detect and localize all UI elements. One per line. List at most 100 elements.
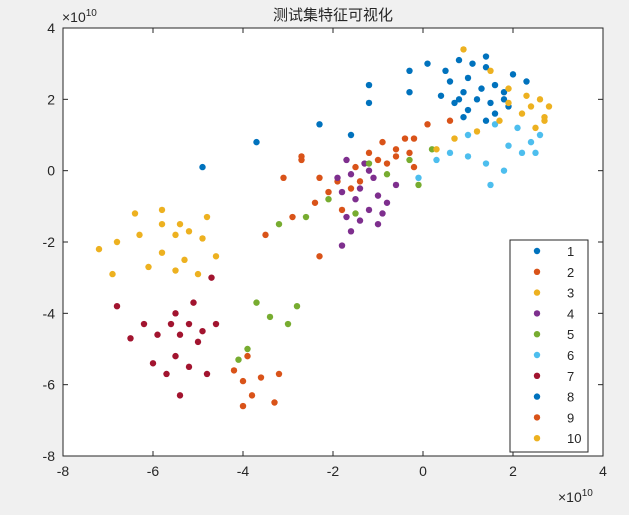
scatter-point <box>212 320 220 328</box>
legend-label: 8 <box>567 390 574 405</box>
scatter-point <box>532 124 539 132</box>
scatter-point <box>248 392 256 399</box>
x-tick-label: 4 <box>599 463 607 479</box>
scatter-point <box>365 206 373 214</box>
scatter-point <box>194 270 202 278</box>
legend-label: 9 <box>567 410 574 425</box>
scatter-point <box>176 331 184 338</box>
x-tick-label: 0 <box>419 463 427 479</box>
scatter-point <box>275 220 283 228</box>
scatter-point <box>406 89 413 96</box>
legend-marker <box>533 393 541 400</box>
scatter-point <box>172 310 179 317</box>
scatter-point <box>352 196 359 203</box>
x-tick-label: -6 <box>147 463 160 479</box>
scatter-point <box>140 320 148 328</box>
scatter-point <box>262 231 269 239</box>
scatter-point <box>212 253 220 260</box>
scatter-point <box>482 53 490 60</box>
scatter-point <box>464 153 472 160</box>
y-exponent-power: 10 <box>86 8 98 19</box>
scatter-point <box>113 238 121 246</box>
scatter-point <box>523 92 530 99</box>
scatter-point <box>464 106 472 114</box>
legend-label: 2 <box>567 265 574 280</box>
scatter-point <box>428 146 436 153</box>
series-1 <box>437 56 517 124</box>
scatter-point <box>172 231 179 239</box>
scatter-point <box>244 345 251 353</box>
scatter-point <box>149 360 157 367</box>
legend-box <box>509 239 589 453</box>
scatter-point <box>316 253 323 260</box>
scatter-point <box>185 228 193 235</box>
scatter-point <box>136 231 143 239</box>
scatter-point <box>401 135 409 142</box>
scatter-point <box>541 113 548 121</box>
scatter-point <box>374 220 382 228</box>
x-exponent-power: 10 <box>582 488 594 499</box>
legend-label: 10 <box>567 431 581 446</box>
legend-marker <box>533 268 541 275</box>
scatter-point <box>208 274 215 281</box>
scatter-point <box>437 92 445 99</box>
scatter-point <box>176 392 184 399</box>
legend-marker <box>533 289 541 296</box>
legend-marker <box>533 351 541 359</box>
scatter-point <box>392 181 400 189</box>
scatter-point <box>464 131 472 139</box>
x-tick-label: -8 <box>57 463 70 479</box>
scatter-point <box>230 367 238 374</box>
scatter-point <box>181 256 188 264</box>
scatter-point <box>365 99 373 107</box>
scatter-point <box>469 60 476 67</box>
scatter-point <box>199 327 206 335</box>
legend-label: 7 <box>567 369 574 384</box>
scatter-point <box>410 163 418 171</box>
legend-marker <box>533 435 541 442</box>
legend-marker <box>533 372 541 379</box>
scatter-point <box>352 210 359 217</box>
scatter-point <box>536 96 544 103</box>
scatter-point <box>482 117 490 124</box>
legend-label: 3 <box>567 286 574 301</box>
scatter-point <box>235 356 242 363</box>
scatter-point <box>176 220 184 228</box>
scatter-point <box>509 71 517 78</box>
scatter-point <box>500 96 508 103</box>
scatter-point <box>496 117 503 124</box>
scatter-point <box>284 320 292 328</box>
scatter-point <box>464 74 472 82</box>
scatter-point <box>410 135 418 142</box>
scatter-point <box>365 167 373 174</box>
scatter-point <box>275 370 283 378</box>
y-exponent-base: ×10 <box>62 9 86 25</box>
scatter-point <box>379 138 386 146</box>
scatter-point <box>185 320 193 328</box>
scatter-point <box>199 235 206 242</box>
scatter-point <box>433 146 440 153</box>
y-axis-exponent: ×1010 <box>62 8 97 25</box>
legend-marker <box>533 331 541 338</box>
scatter-point <box>424 121 431 128</box>
scatter-point <box>505 85 512 92</box>
scatter-point <box>257 374 265 381</box>
x-tick-label: -4 <box>237 463 250 479</box>
scatter-point <box>131 210 139 217</box>
x-tick-label: 2 <box>509 463 517 479</box>
scatter-point <box>491 81 499 89</box>
scatter-point <box>172 267 179 274</box>
legend-label: 1 <box>567 244 574 259</box>
scatter-point <box>473 96 481 103</box>
series-9 <box>230 117 454 410</box>
scatter-point <box>505 99 512 107</box>
scatter-point <box>343 213 350 221</box>
x-axis-exponent: ×1010 <box>558 488 593 505</box>
scatter-point <box>451 135 458 142</box>
y-tick-label: -2 <box>43 234 56 250</box>
scatter-point <box>383 171 391 178</box>
x-tick-label: -2 <box>327 463 340 479</box>
scatter-point <box>163 370 170 378</box>
scatter-point <box>446 117 454 124</box>
